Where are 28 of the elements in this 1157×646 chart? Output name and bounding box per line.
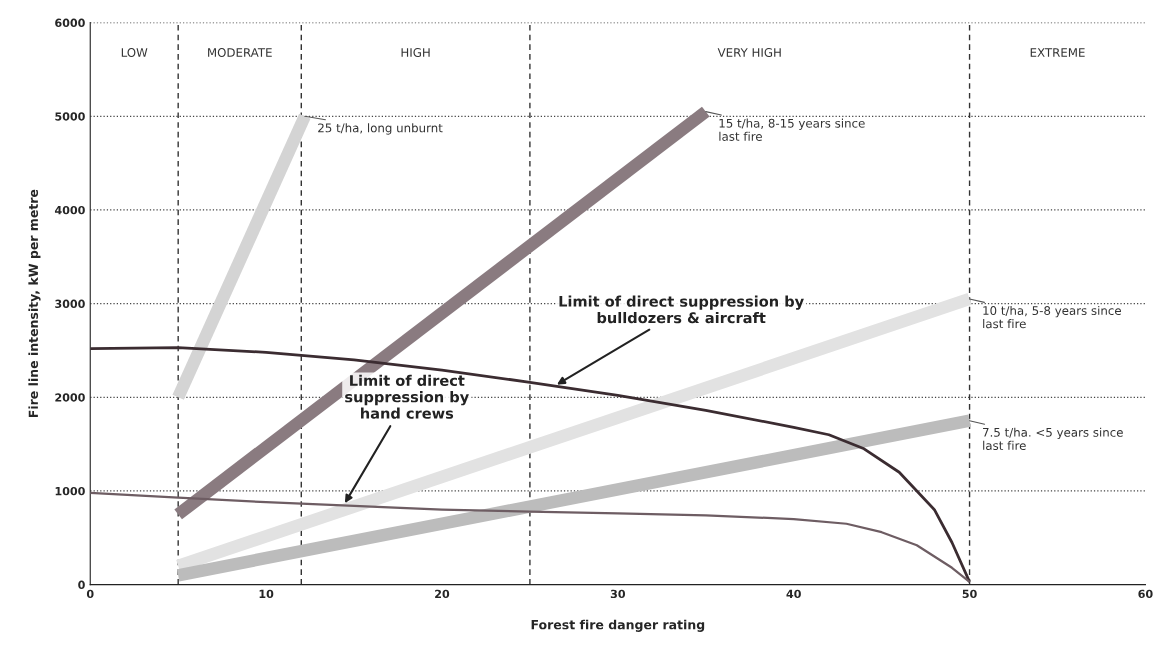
x-tick-label: 40 xyxy=(786,589,801,599)
x-tick-label: 50 xyxy=(962,589,977,599)
y-tick-label: 3000 xyxy=(55,299,85,308)
y-tick-label: 5000 xyxy=(55,112,85,121)
y-axis-title: Fire line intensity, kW per metre xyxy=(28,189,41,418)
y-tick-label: 2000 xyxy=(55,393,85,402)
annotation: HIGH xyxy=(401,48,430,57)
y-tick-label: 0 xyxy=(78,580,85,590)
text: Limit of direct suppression by bulldozers & aircraft xyxy=(559,295,804,324)
y-tick-label: 1000 xyxy=(55,486,85,496)
series-label: 7.5 t/ha. <5 years since last fire xyxy=(983,427,1123,451)
annotation: MODERATE xyxy=(208,48,272,57)
annotation: VERY HIGH xyxy=(717,48,781,57)
x-tick-label: 0 xyxy=(86,589,94,599)
x-tick-label: 10 xyxy=(259,589,274,599)
line-series xyxy=(90,491,971,583)
series-label: 15 t/ha, 8-15 years since last fire xyxy=(719,118,865,141)
y-tick-label: 6000 xyxy=(55,18,85,27)
annotation: LOW xyxy=(121,48,148,57)
x-tick-label: 60 xyxy=(1138,589,1153,599)
x-axis-title: Forest fire danger rating xyxy=(531,619,705,632)
series-label: 10 t/ha, 5-8 years since last fire xyxy=(983,305,1121,329)
annotation: EXTREME xyxy=(1030,48,1085,57)
x-tick-label: 20 xyxy=(435,589,450,599)
x-tick-label: 30 xyxy=(610,589,626,599)
series-label: 25 t/ha, long unburnt xyxy=(318,123,443,135)
y-tick-label: 4000 xyxy=(54,205,85,215)
text: Limit of direct suppression by hand crews xyxy=(345,374,469,419)
